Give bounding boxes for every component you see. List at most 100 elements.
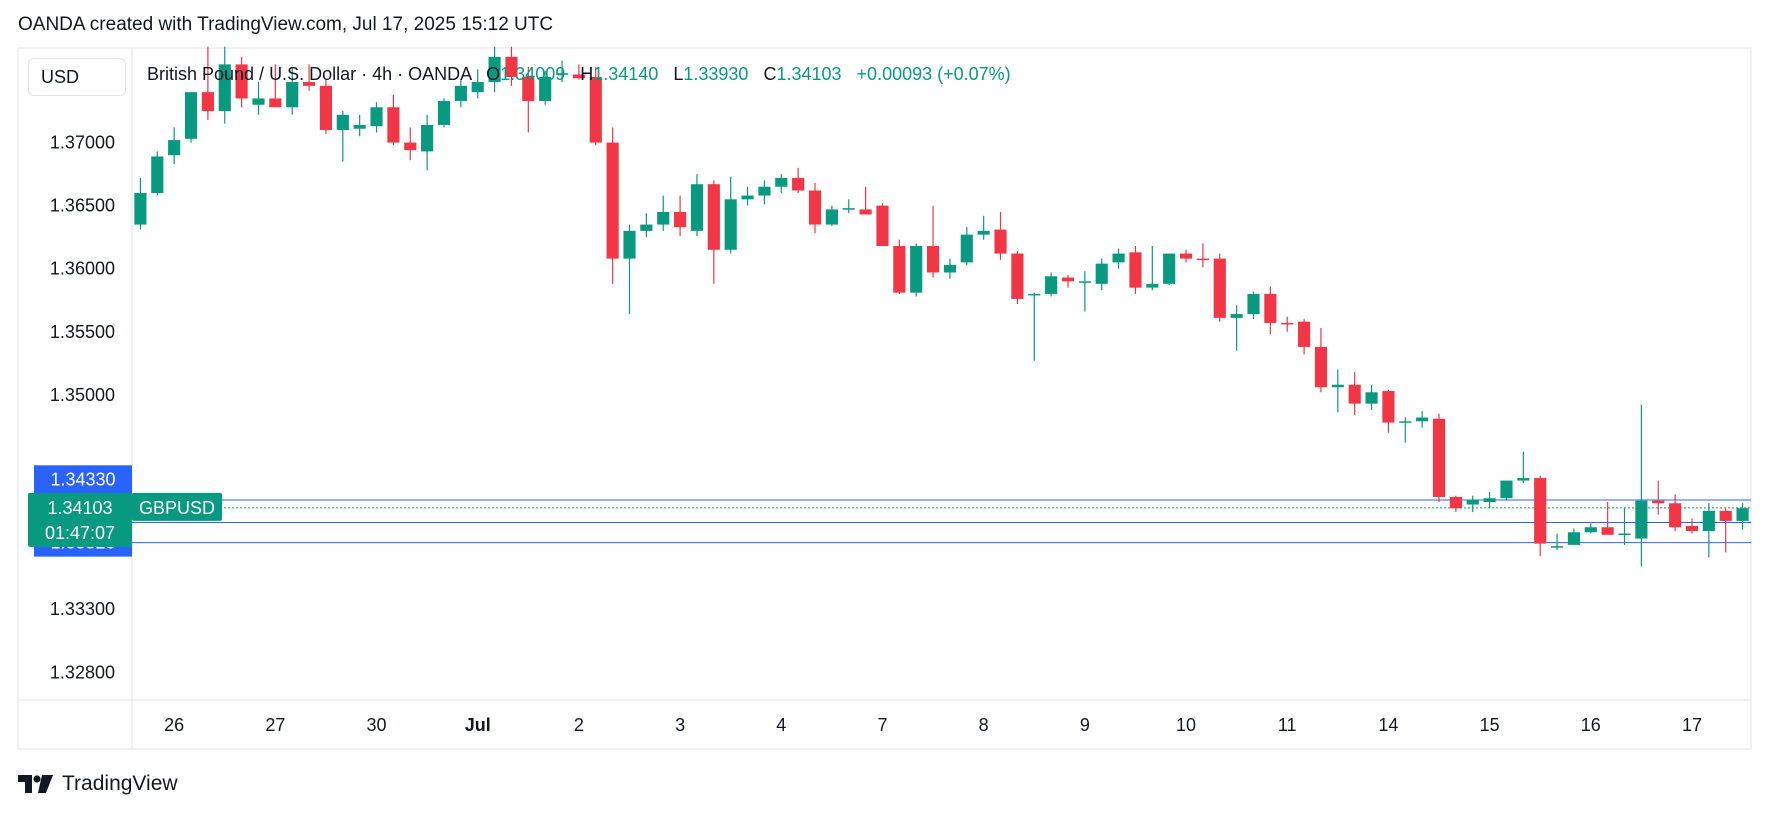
candle [1163,253,1176,286]
candle-body [994,229,1007,254]
candle [1534,475,1547,557]
candle-body [471,82,484,93]
candle [1584,523,1597,534]
candle [808,182,822,234]
x-tick-label: 26 [164,715,184,735]
candle [859,186,872,215]
candle-body [218,64,231,112]
x-tick-label: 15 [1480,715,1500,735]
candle-body [505,56,518,78]
candle [1432,413,1446,503]
candle-body [522,77,535,101]
candle [319,79,333,134]
candle [606,127,619,284]
candle-body [555,73,569,75]
candle [1483,491,1496,509]
candle [758,180,771,205]
candle [1652,480,1665,515]
candle [1635,404,1648,567]
candle-body [1011,253,1024,299]
candle [1314,327,1328,393]
candle [825,205,838,226]
candle [1399,417,1412,443]
candle-body [353,124,366,129]
currency-button[interactable]: USD [28,58,126,96]
candle [1416,411,1429,428]
candle-body [606,142,619,259]
candle [589,66,602,146]
y-tick-label: 1.32800 [50,662,115,682]
countdown-text: 01:47:07 [45,523,115,543]
candle-body [589,77,602,143]
candle [1078,271,1091,312]
tradingview-logo[interactable]: TradingView [18,772,178,796]
x-tick-label: 30 [367,715,387,735]
candle-body [303,82,316,86]
candle-body [1399,421,1412,423]
candle-body [404,142,417,151]
candle-body [286,82,299,108]
candle-body [1146,283,1159,288]
candle-body [387,107,400,143]
y-tick-label: 1.35000 [50,385,115,405]
candle [1517,451,1530,484]
candle-body [707,184,720,250]
candle-body [977,230,990,235]
candle-body [1045,276,1058,294]
candle [1028,292,1041,361]
candle-body [454,85,467,101]
candle-body [319,85,333,130]
candle [640,213,653,238]
candle-body [572,74,585,79]
candle [724,176,737,254]
candle-body [1500,480,1513,499]
candle [977,215,990,240]
candle [572,64,585,80]
candle [1618,508,1631,545]
candle-body [252,98,265,105]
candle-body [1635,500,1648,539]
candle [910,243,923,297]
y-tick-label: 1.36000 [50,259,115,279]
candle-body [1264,293,1277,323]
y-tick-label: 1.37000 [50,133,115,153]
candle [1669,494,1682,532]
candle [994,211,1007,260]
chart-frame [17,47,1752,750]
candle-body [1517,478,1530,481]
candle [842,199,855,214]
candle-body [1685,525,1699,532]
x-tick-label: 14 [1378,715,1398,735]
candle-body [1601,527,1614,535]
candle-body [910,245,923,293]
horizontal-lines [132,499,1751,544]
candle-body [421,124,434,152]
candle [1719,508,1732,553]
candle-body [775,177,788,187]
candle-body [539,77,552,101]
candle-body [336,114,349,130]
candle [539,70,552,105]
change-value: +0.00093 (+0.07%) [856,64,1011,84]
candle-body [488,56,501,83]
candle-body [1567,532,1580,545]
candle [1365,384,1378,410]
candle-body [825,209,838,225]
candle-body [1095,263,1108,284]
low-value: 1.33930 [683,64,749,84]
candles [134,46,1749,567]
candle [1061,275,1075,288]
candle [151,151,164,196]
candle [1567,528,1580,545]
candle-body [1550,546,1564,548]
close-label: C [763,64,777,84]
symbol-tag-text: GBPUSD [139,498,215,518]
candle [1348,372,1361,415]
candle-body [1702,510,1715,532]
candle [134,177,147,230]
x-tick-label: 11 [1278,715,1297,735]
candle-body [184,92,198,139]
candle-body [657,211,670,225]
candle-body [437,100,451,125]
